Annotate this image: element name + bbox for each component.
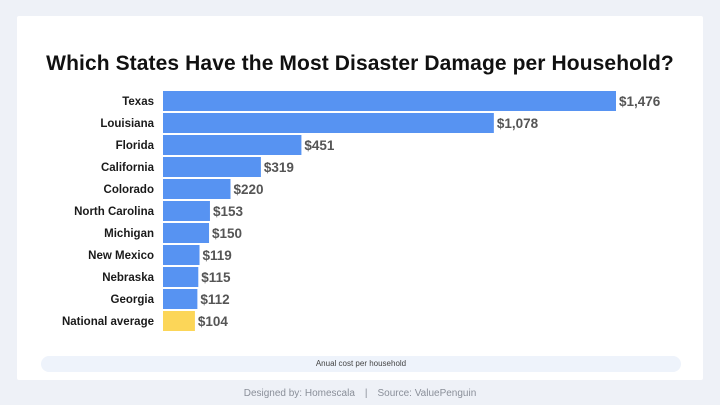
category-label-colorado: Colorado — [104, 184, 154, 196]
value-label-michigan: $150 — [212, 226, 242, 241]
value-label-florida: $451 — [304, 138, 335, 153]
category-label-michigan: Michigan — [104, 228, 154, 240]
bar-new-mexico — [163, 245, 200, 265]
category-label-north-carolina: North Carolina — [74, 206, 154, 218]
value-label-texas: $1,476 — [619, 94, 661, 109]
footer-credits: Designed by: Homescala | Source: ValuePeng… — [0, 388, 720, 399]
category-label-national-average: National average — [62, 316, 154, 328]
footer-separator: | — [364, 388, 368, 399]
category-label-nebraska: Nebraska — [102, 272, 154, 284]
value-label-colorado: $220 — [234, 182, 264, 197]
category-label-florida: Florida — [116, 140, 155, 152]
category-label-california: California — [101, 162, 155, 174]
value-label-california: $319 — [264, 160, 294, 175]
bar-chart: Texas $1,476 Louisiana $1,078 Florida $451 Cal… — [62, 91, 661, 331]
bar-michigan — [163, 223, 210, 243]
value-label-north-carolina: $153 — [213, 204, 244, 219]
bar-north-carolina — [163, 201, 210, 221]
source-credit: Source: ValuePenguin — [377, 388, 477, 399]
category-label-georgia: Georgia — [111, 294, 155, 306]
value-label-national-average: $104 — [198, 314, 229, 329]
value-label-nebraska: $115 — [201, 270, 231, 285]
category-label-louisiana: Louisiana — [100, 118, 154, 130]
bar-louisiana — [163, 113, 494, 133]
value-label-louisiana: $1,078 — [497, 116, 539, 131]
bar-florida — [163, 135, 302, 155]
category-label-new-mexico: New Mexico — [88, 250, 154, 262]
bar-colorado — [163, 179, 231, 199]
chart-card: Which States Have the Most Disaster Dama… — [17, 16, 703, 380]
axis-label: Anual cost per household — [41, 356, 681, 372]
value-label-new-mexico: $119 — [203, 248, 232, 263]
category-label-texas: Texas — [122, 96, 154, 108]
bar-national-average — [163, 311, 195, 331]
chart-title: Which States Have the Most Disaster Dama… — [46, 52, 674, 75]
bar-nebraska — [163, 267, 199, 287]
bar-georgia — [163, 289, 198, 309]
bar-california — [163, 157, 261, 177]
value-label-georgia: $112 — [200, 292, 229, 307]
designer-credit: Designed by: Homescala — [243, 388, 355, 399]
bar-texas — [163, 91, 616, 111]
